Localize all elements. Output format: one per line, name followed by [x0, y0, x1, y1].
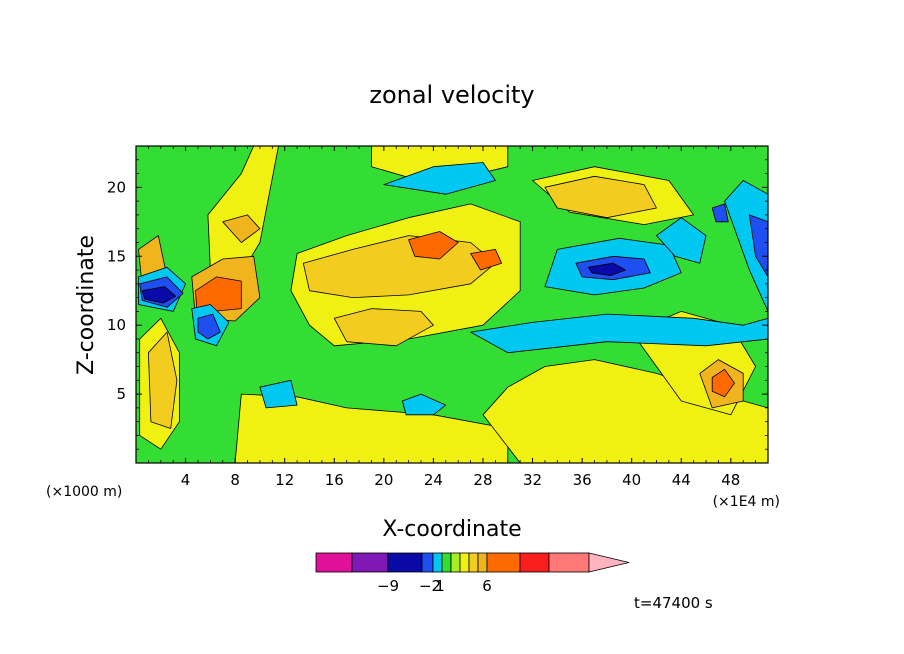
contour-region [656, 217, 707, 264]
contour-region [711, 368, 735, 398]
x-tick-label: 32 [523, 471, 542, 489]
x-tick-label: 20 [374, 471, 393, 489]
chart-title: zonal velocity [369, 81, 534, 109]
contour-region [234, 393, 509, 463]
contour-region [587, 262, 626, 277]
x-tick-label: 16 [325, 471, 344, 489]
x-unit-left: (×1000 m) [46, 484, 122, 500]
x-tick-label: 36 [573, 471, 592, 489]
colorbar-segment [450, 552, 461, 573]
contour-region [470, 313, 768, 354]
colorbar-tick-label: 6 [482, 577, 492, 595]
x-axis-label: X-coordinate [382, 517, 521, 542]
colorbar-tick-label: −2 [419, 577, 441, 595]
contour-region [333, 308, 434, 347]
contour-region [749, 214, 768, 278]
x-tick-label: 40 [622, 471, 641, 489]
contour-region [401, 393, 447, 416]
contour-region [141, 286, 177, 304]
colorbar-tick-label: −9 [377, 577, 399, 595]
contour-region [259, 379, 298, 409]
x-tick-label: 48 [721, 471, 740, 489]
y-tick-label: 10 [107, 316, 126, 334]
y-axis: 5 10 15 20 [107, 159, 768, 450]
colorbar: −9 −21 6 [315, 552, 630, 595]
contour-region [470, 248, 503, 271]
x-tick-label: 8 [230, 471, 240, 489]
contour-field [136, 146, 768, 463]
colorbar-arrow [588, 552, 630, 573]
x-tick-label: 44 [672, 471, 691, 489]
contour-region [197, 313, 221, 340]
contour-region [711, 203, 729, 223]
contour-region [383, 162, 496, 195]
colorbar-segment [468, 552, 479, 573]
colorbar-segment [519, 552, 550, 573]
colorbar-segment [315, 552, 353, 573]
colorbar-segment [486, 552, 521, 573]
time-label: t=47400 s [634, 594, 713, 612]
contour-region [482, 359, 768, 463]
colorbar-tick-label: 1 [435, 577, 445, 595]
contour-region [544, 175, 657, 219]
x-tick-label: 28 [473, 471, 492, 489]
contour-region [222, 214, 261, 243]
contour-region [724, 180, 768, 312]
plot-frame [135, 145, 769, 464]
contour-region [147, 331, 178, 429]
y-tick-label: 15 [107, 247, 126, 265]
x-tick-label: 4 [181, 471, 191, 489]
colorbar-segment [421, 552, 434, 573]
colorbar-segment [351, 552, 389, 573]
colorbar-segment [387, 552, 423, 573]
contour-region [408, 231, 459, 260]
y-tick-label: 20 [107, 178, 126, 196]
y-axis-label: Z-coordinate [74, 235, 99, 375]
y-tick-label: 5 [116, 385, 126, 403]
colorbar-segment [432, 552, 443, 573]
colorbar-segment [548, 552, 590, 573]
colorbar-segment [459, 552, 470, 573]
x-tick-label: 12 [275, 471, 294, 489]
x-unit-right: (×1E4 m) [713, 494, 780, 510]
x-axis: 4 8 12 16 20 24 28 32 36 40 44 48 [147, 146, 757, 489]
colorbar-segment [477, 552, 488, 573]
colorbar-segment [441, 552, 452, 573]
x-tick-label: 24 [424, 471, 443, 489]
